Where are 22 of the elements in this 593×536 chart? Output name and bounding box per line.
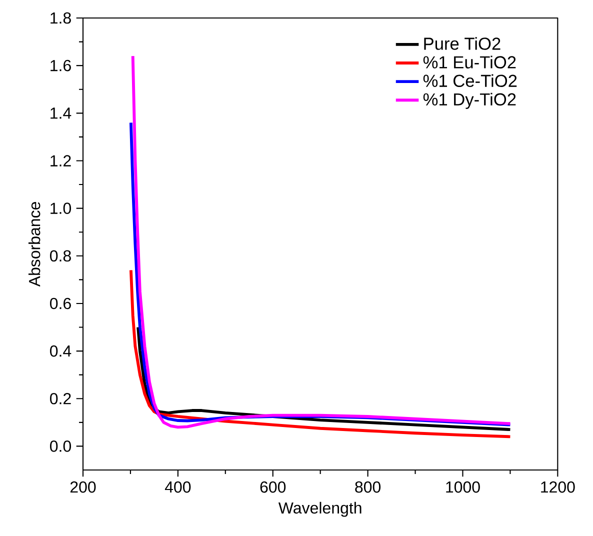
y-tick-label: 0.8 bbox=[50, 250, 71, 262]
legend-label: %1 Eu-TiO2 bbox=[423, 56, 516, 68]
x-tick-label: 400 bbox=[164, 481, 191, 493]
y-tick-label: 0.0 bbox=[50, 440, 72, 452]
x-tick-label: 1200 bbox=[541, 481, 575, 493]
x-tick-label: 600 bbox=[260, 481, 286, 493]
y-tick-label: 0.2 bbox=[50, 392, 71, 404]
legend-label: %1 Ce-TiO2 bbox=[423, 74, 517, 88]
x-tick-label: 1000 bbox=[446, 481, 480, 493]
legend-label: %1 Dy-TiO2 bbox=[423, 92, 516, 109]
y-tick-label: 1.4 bbox=[50, 108, 72, 119]
x-tick-label: 200 bbox=[70, 481, 96, 493]
y-tick-label: 0.4 bbox=[50, 345, 72, 357]
y-tick-label: 1.2 bbox=[50, 155, 71, 166]
x-tick-label: 800 bbox=[355, 481, 381, 493]
y-tick-label: 0.6 bbox=[50, 298, 71, 310]
y-tick-label: 1.0 bbox=[50, 202, 72, 214]
y-axis-title: Absorbance bbox=[28, 202, 40, 287]
y-tick-label: 1.8 bbox=[50, 12, 71, 24]
y-tick-label: 1.6 bbox=[50, 60, 71, 72]
x-axis-title: Wavelength bbox=[278, 502, 362, 517]
legend-label: Pure TiO2 bbox=[424, 37, 500, 50]
